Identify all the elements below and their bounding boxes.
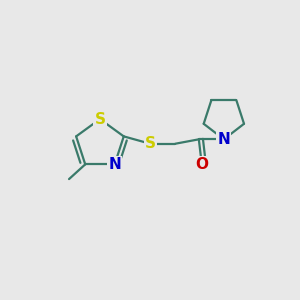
Text: S: S <box>94 112 105 127</box>
Text: N: N <box>108 157 121 172</box>
Text: S: S <box>145 136 156 151</box>
Text: O: O <box>195 157 208 172</box>
Text: N: N <box>218 132 230 147</box>
